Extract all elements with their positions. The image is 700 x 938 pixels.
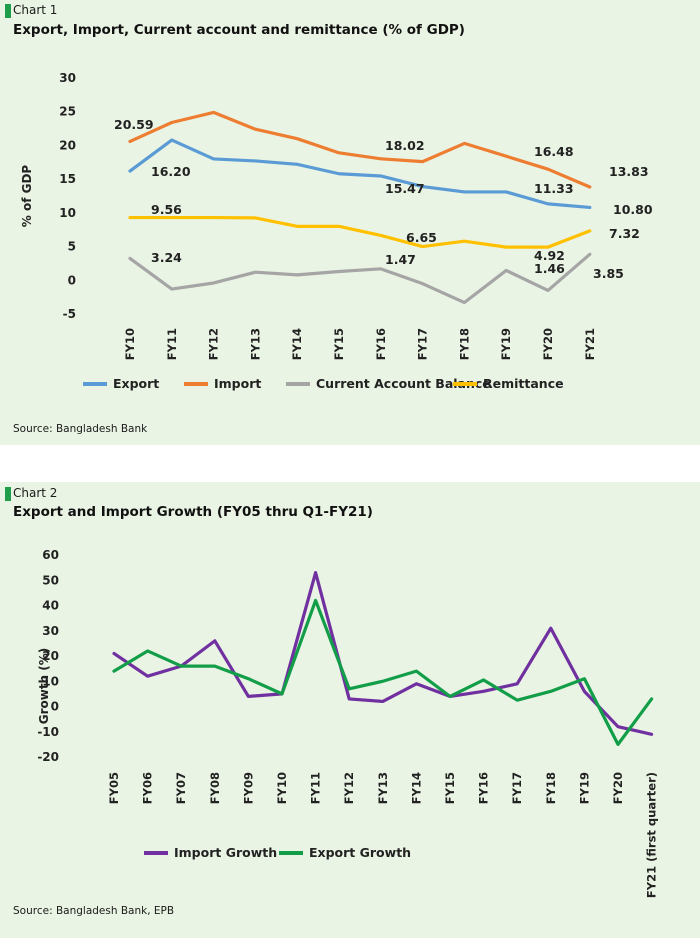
- x-tick-label: FY14: [409, 772, 423, 804]
- x-tick-label: FY17: [510, 772, 524, 804]
- series-line: [112, 598, 654, 746]
- data-label: 6.65: [406, 230, 437, 245]
- x-tick-label: FY16: [477, 772, 491, 804]
- x-tick-label: FY13: [376, 772, 390, 804]
- chart2-plot: -20 -10 0 10 20 30 40 50 60 Growth (%) FY05 FY06 FY0…: [37, 548, 659, 898]
- chart1-title: Export, Import, Current account and remi…: [13, 22, 465, 38]
- series-line: [128, 252, 592, 305]
- y-tick-label: -20: [37, 750, 59, 764]
- data-label: 15.47: [385, 181, 425, 196]
- chart-divider: [0, 445, 700, 482]
- data-label: 4.92: [534, 248, 565, 263]
- y-tick-label: 20: [42, 649, 59, 663]
- x-tick-label: FY12: [207, 328, 221, 360]
- chart1-plot: -5 0 5 10 15 20 25 30 % of GDP FY10 FY11 FY12 FY13 FY…: [20, 71, 653, 391]
- y-tick-label: 10: [59, 206, 76, 220]
- x-tick-label: FY08: [208, 772, 222, 804]
- x-tick-label: FY20: [611, 772, 625, 804]
- y-axis-label: Growth (%): [37, 648, 51, 725]
- y-tick-label: 10: [42, 674, 59, 688]
- x-tick-label: FY07: [174, 772, 188, 804]
- x-tick-label: FY18: [457, 328, 471, 360]
- chart2-label: Chart 2: [13, 486, 58, 500]
- y-tick-label: 25: [59, 105, 76, 119]
- chart1-source: Source: Bangladesh Bank: [13, 423, 148, 435]
- x-tick-label: FY20: [541, 328, 555, 360]
- data-label: 3.85: [593, 266, 624, 281]
- x-tick-label: FY06: [141, 772, 155, 804]
- x-tick-label: FY15: [443, 772, 457, 804]
- data-label: 1.46: [534, 261, 565, 276]
- x-tick-label: FY21: [583, 328, 597, 360]
- data-label: 10.80: [613, 202, 653, 217]
- series-line: [128, 138, 592, 210]
- x-tick-label: FY19: [499, 328, 513, 360]
- x-tick-label: FY17: [416, 328, 430, 360]
- chart1-panel: Chart 1 Export, Import, Current account …: [0, 0, 700, 445]
- x-tick-label: FY10: [275, 772, 289, 804]
- y-axis-label: % of GDP: [20, 165, 34, 228]
- series-line: [128, 215, 592, 249]
- x-tick-label: FY12: [342, 772, 356, 804]
- y-tick-label: -5: [63, 307, 76, 321]
- chart2-title: Export and Import Growth (FY05 thru Q1-F…: [13, 504, 373, 520]
- x-tick-label: FY05: [107, 772, 121, 804]
- y-tick-label: 0: [51, 700, 59, 714]
- legend-label: Export Growth: [309, 845, 411, 860]
- y-tick-label: 30: [59, 71, 76, 85]
- data-label: 16.48: [534, 144, 574, 159]
- data-label: 9.56: [151, 202, 182, 217]
- data-label: 18.02: [385, 138, 425, 153]
- x-tick-label: FY16: [374, 328, 388, 360]
- y-tick-label: 50: [42, 573, 59, 587]
- data-label: 20.59: [114, 117, 154, 132]
- data-label: 13.83: [609, 164, 649, 179]
- y-tick-label: 20: [59, 138, 76, 152]
- y-tick-label: 0: [68, 273, 76, 287]
- data-label: 16.20: [151, 164, 191, 179]
- y-tick-label: 60: [42, 548, 59, 562]
- legend-label: Import: [214, 376, 261, 391]
- y-tick-label: 5: [68, 240, 76, 254]
- chart2-tag-marker: [5, 487, 11, 501]
- y-tick-label: 15: [59, 172, 76, 186]
- y-tick-label: 30: [42, 624, 59, 638]
- x-tick-label: FY13: [248, 328, 262, 360]
- data-label: 1.47: [385, 252, 416, 267]
- x-tick-label: FY19: [577, 772, 591, 804]
- x-tick-label: FY14: [290, 328, 304, 360]
- x-tick-label: FY18: [544, 772, 558, 804]
- chart1-tag-marker: [5, 4, 11, 18]
- legend-label: Import Growth: [174, 845, 277, 860]
- series-line: [128, 110, 592, 189]
- x-tick-label: FY15: [332, 328, 346, 360]
- data-label: 11.33: [534, 181, 574, 196]
- x-tick-label: FY10: [123, 328, 137, 360]
- y-tick-label: -10: [37, 725, 59, 739]
- series-line: [112, 571, 654, 736]
- legend-label: Remittance: [483, 376, 564, 391]
- legend-label: Current Account Balance: [316, 376, 491, 391]
- legend-label: Export: [113, 376, 159, 391]
- x-tick-label: FY11: [309, 772, 323, 804]
- chart1-label: Chart 1: [13, 3, 58, 17]
- data-label: 3.24: [151, 250, 182, 265]
- x-tick-label: FY09: [241, 772, 255, 804]
- chart2-panel: Chart 2 Export and Import Growth (FY05 t…: [0, 482, 700, 938]
- data-label: 7.32: [609, 226, 640, 241]
- x-tick-label: FY21 (first quarter): [645, 772, 659, 898]
- chart2-source: Source: Bangladesh Bank, EPB: [13, 905, 175, 917]
- y-tick-label: 40: [42, 599, 59, 613]
- x-tick-label: FY11: [165, 328, 179, 360]
